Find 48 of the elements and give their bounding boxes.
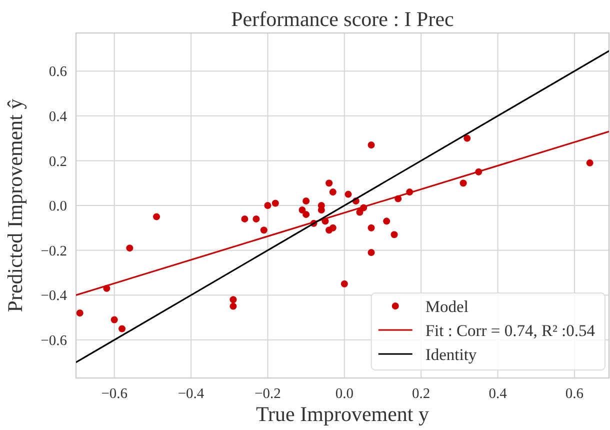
point: [302, 210, 310, 218]
point: [230, 296, 237, 304]
point: [241, 215, 248, 222]
y-tick-label: −0.4: [40, 288, 68, 304]
point: [252, 215, 260, 222]
point: [586, 159, 594, 166]
legend-label: Model: [425, 296, 469, 316]
x-tick-label: 0.4: [488, 386, 508, 402]
point: [126, 244, 134, 252]
y-axis-title: Predicted Improvement ŷ: [3, 98, 27, 312]
point: [272, 200, 279, 207]
point: [298, 206, 306, 214]
y-tick-label: 0.4: [48, 108, 68, 125]
legend-label: Identity: [425, 344, 478, 364]
point: [460, 180, 467, 187]
point: [76, 310, 84, 317]
point: [340, 280, 348, 288]
y-tick-label: 0.6: [48, 64, 67, 80]
x-tick-label: −0.4: [178, 386, 205, 402]
point: [260, 226, 268, 234]
x-tick-label: −0.2: [254, 386, 281, 402]
point: [344, 190, 352, 198]
x-tick-label: 0.0: [335, 386, 354, 402]
y-tick-label: 0.0: [48, 198, 67, 215]
point: [326, 180, 333, 187]
chart-title: Performance score : I Prec: [231, 7, 454, 31]
point: [464, 134, 471, 142]
x-tick-label: 0.2: [412, 386, 430, 402]
point: [368, 142, 375, 149]
x-tick-label: −0.6: [101, 386, 128, 402]
point: [110, 316, 118, 324]
point: [153, 213, 160, 220]
x-axis-title: True Improvement y: [256, 402, 430, 426]
point: [368, 249, 375, 256]
y-tick-label: 0.2: [48, 154, 67, 170]
point: [383, 218, 390, 225]
y-tick-label: −0.6: [40, 332, 67, 349]
point: [368, 224, 375, 232]
x-tick-label: 0.6: [565, 386, 584, 402]
point: [390, 231, 398, 238]
point: [230, 302, 237, 310]
point: [302, 198, 310, 205]
point: [118, 325, 126, 332]
point: [264, 202, 272, 209]
point: [329, 188, 336, 196]
y-tick-label: −0.2: [40, 243, 67, 260]
point: [329, 224, 336, 232]
legend-label: Fit : Corr = 0.74, R² :0.54: [425, 320, 595, 340]
